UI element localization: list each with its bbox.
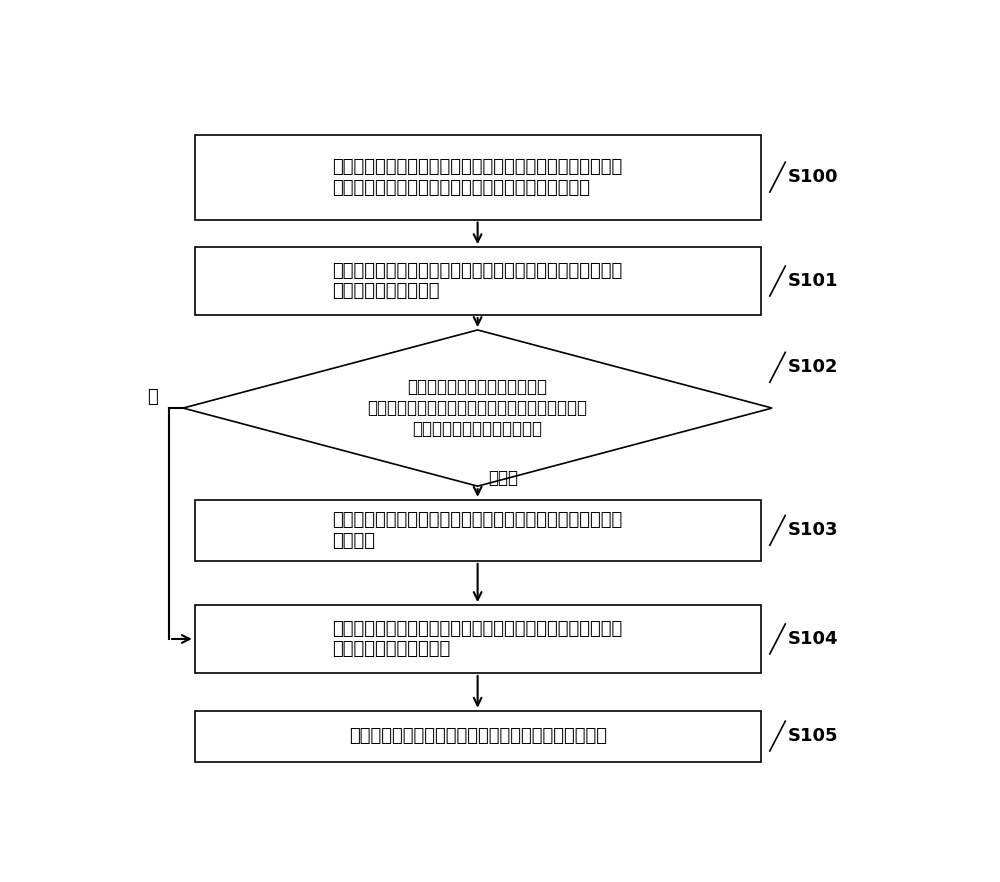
Text: 判断所述视频包的大小是否大于
上一次接收的视频包的大小，且两者的差值是否大
于一预设值，获取一判断结果: 判断所述视频包的大小是否大于 上一次接收的视频包的大小，且两者的差值是否大 于一… — [368, 378, 588, 437]
Text: S101: S101 — [788, 272, 838, 290]
Text: 当显示终端在接收到视频包时，根据所述视频包的大小调整各
个接收缓存空间的大小: 当显示终端在接收到视频包时，根据所述视频包的大小调整各 个接收缓存空间的大小 — [332, 262, 623, 301]
Text: S102: S102 — [788, 358, 838, 377]
FancyBboxPatch shape — [195, 135, 761, 220]
Polygon shape — [183, 330, 772, 486]
Text: 均为是: 均为是 — [488, 469, 518, 487]
Text: 对所述视频帧进行解码，获取解码后的视频数据并显示: 对所述视频帧进行解码，获取解码后的视频数据并显示 — [349, 727, 607, 745]
Text: S104: S104 — [788, 630, 838, 648]
Text: 则根据各个所述接收缓存空间的大小调整所述各个解码缓存空
间的大小: 则根据各个所述接收缓存空间的大小调整所述各个解码缓存空 间的大小 — [332, 511, 623, 549]
Text: S103: S103 — [788, 521, 838, 539]
Text: 预先在显示终端中设置不同大小的接收缓存空间，并根据各个
所述接收缓存空间的大小设置对应大小的解码缓存空间: 预先在显示终端中设置不同大小的接收缓存空间，并根据各个 所述接收缓存空间的大小设… — [332, 158, 623, 197]
FancyBboxPatch shape — [195, 711, 761, 761]
Text: S105: S105 — [788, 727, 838, 745]
FancyBboxPatch shape — [195, 605, 761, 673]
Text: 否: 否 — [147, 387, 158, 406]
Text: S100: S100 — [788, 168, 838, 186]
FancyBboxPatch shape — [195, 500, 761, 561]
Text: 当将所述视频包处理为视频帧后，根据所述视频帧的大小调整
各个解码缓存空间的大小: 当将所述视频包处理为视频帧后，根据所述视频帧的大小调整 各个解码缓存空间的大小 — [332, 619, 623, 658]
FancyBboxPatch shape — [195, 247, 761, 315]
